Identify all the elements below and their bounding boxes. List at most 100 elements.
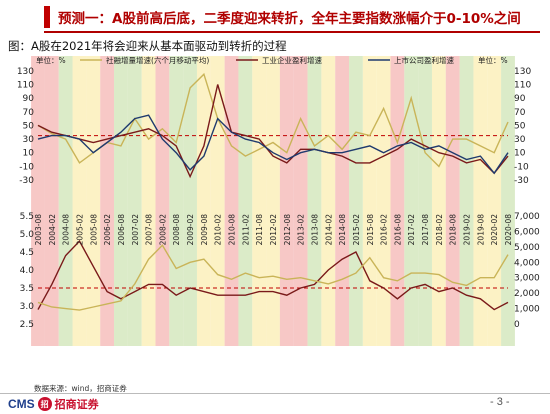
regime-band bbox=[349, 56, 363, 346]
legend-label: 工业企业盈利增速 bbox=[262, 55, 322, 65]
data-source: 数据来源：wind，招商证券 bbox=[34, 384, 127, 393]
y-tick-label-left: -30 bbox=[19, 176, 34, 186]
x-tick-label-mid: 2005-02 bbox=[76, 214, 85, 246]
cms-logo: CMS 招 招商证券 bbox=[8, 395, 99, 413]
x-tick-label-mid: 2015-02 bbox=[352, 214, 361, 246]
y-tick-label-left: 70 bbox=[23, 108, 35, 118]
y-tick-label-right: 1,000 bbox=[514, 305, 540, 315]
y-tick-label-right: 7,000 bbox=[514, 212, 540, 222]
x-tick-label-mid: 2009-08 bbox=[200, 214, 209, 246]
x-tick-label-mid: 2004-02 bbox=[48, 214, 57, 246]
x-tick-label-mid: 2016-08 bbox=[393, 214, 402, 246]
y-tick-label-left: 3.0 bbox=[20, 302, 35, 312]
regime-band bbox=[58, 56, 73, 346]
regime-band bbox=[196, 56, 211, 346]
x-tick-label-mid: 2011-08 bbox=[255, 214, 264, 246]
regime-band bbox=[266, 56, 280, 346]
regime-band bbox=[252, 56, 267, 346]
regime-band bbox=[183, 56, 197, 346]
slide-title: 预测一：A股前高后底，二季度迎来转折，全年主要指数涨幅介于0-10%之间 bbox=[58, 11, 521, 27]
x-tick-label-mid: 2004-08 bbox=[62, 214, 71, 246]
regime-band bbox=[390, 56, 405, 346]
regime-band bbox=[224, 56, 239, 346]
y-tick-label-right: 5,000 bbox=[514, 243, 540, 253]
x-tick-label-mid: 2015-08 bbox=[366, 214, 375, 246]
x-tick-label-mid: 2013-02 bbox=[297, 214, 306, 246]
x-tick-label-mid: 2017-08 bbox=[421, 214, 430, 246]
y-unit-right: 单位：% bbox=[478, 55, 508, 65]
y-tick-label-left: 2.5 bbox=[20, 320, 34, 330]
y-unit-left: 单位：% bbox=[36, 55, 66, 65]
regime-band bbox=[473, 56, 488, 346]
regime-band bbox=[141, 56, 156, 346]
logo-text-en: CMS bbox=[8, 397, 35, 411]
x-tick-label-mid: 2007-02 bbox=[131, 214, 140, 246]
x-tick-label-mid: 2008-02 bbox=[158, 214, 167, 246]
y-tick-label-left: 5.0 bbox=[20, 230, 35, 240]
chart-area: -30 -10 10 30 50 70 90 110 130 -30 -10 10 30 50 70 90 11… bbox=[17, 55, 540, 382]
x-tick-label-mid: 2007-08 bbox=[145, 214, 154, 246]
x-tick-label-mid: 2008-08 bbox=[172, 214, 181, 246]
title-bar: 预测一：A股前高后底，二季度迎来转折，全年主要指数涨幅介于0-10%之间 bbox=[0, 0, 550, 34]
regime-band bbox=[459, 56, 474, 346]
regime-band bbox=[376, 56, 391, 346]
regime-band bbox=[307, 56, 322, 346]
legend-label: 上市公司盈利增速 bbox=[394, 55, 454, 65]
regime-band bbox=[72, 56, 87, 346]
x-tick-label-mid: 2014-08 bbox=[338, 214, 347, 246]
x-tick-label-mid: 2010-08 bbox=[228, 214, 237, 246]
x-tick-label-mid: 2020-08 bbox=[504, 214, 513, 246]
y-tick-label-right: 30 bbox=[514, 135, 526, 145]
regime-band bbox=[445, 56, 460, 346]
logo-text-cn: 招商证券 bbox=[54, 398, 99, 411]
y-tick-label-right: 10 bbox=[514, 149, 526, 159]
y-tick-label-left: 90 bbox=[23, 94, 35, 104]
y-tick-label-right: -10 bbox=[514, 162, 529, 172]
regime-band bbox=[362, 56, 377, 346]
x-tick-label-mid: 2013-08 bbox=[311, 214, 320, 246]
x-tick-label-mid: 2012-08 bbox=[283, 214, 292, 246]
regime-band bbox=[169, 56, 184, 346]
x-tick-label-mid: 2014-02 bbox=[324, 214, 333, 246]
regime-band bbox=[44, 56, 59, 346]
regime-band bbox=[100, 56, 115, 346]
regime-band bbox=[31, 56, 45, 346]
footer-rule bbox=[0, 393, 550, 394]
x-tick-label-mid: 2016-02 bbox=[380, 214, 389, 246]
y-tick-label-right: 90 bbox=[514, 94, 526, 104]
y-tick-label-right: 0 bbox=[514, 320, 520, 330]
regime-band bbox=[487, 56, 502, 346]
y-tick-label-left: 3.5 bbox=[20, 284, 34, 294]
x-tick-label-mid: 2018-02 bbox=[435, 214, 444, 246]
x-tick-label-mid: 2017-02 bbox=[407, 214, 416, 246]
x-tick-label-mid: 2018-08 bbox=[449, 214, 458, 246]
y-tick-label-left: -10 bbox=[19, 162, 34, 172]
regime-band bbox=[293, 56, 308, 346]
regime-band bbox=[418, 56, 432, 346]
legend-label: 社融增量增速(六个月移动平均) bbox=[106, 55, 209, 65]
y-tick-label-right: 4,000 bbox=[514, 258, 540, 268]
title-accent-bar bbox=[44, 6, 50, 28]
regime-band bbox=[86, 56, 101, 346]
regime-band bbox=[431, 56, 446, 346]
y-tick-label-left: 10 bbox=[23, 149, 35, 159]
y-tick-label-right: 70 bbox=[514, 108, 526, 118]
y-tick-label-left: 4.0 bbox=[20, 266, 35, 276]
x-tick-label-mid: 2009-02 bbox=[186, 214, 195, 246]
regime-band bbox=[155, 56, 170, 346]
x-tick-label-mid: 2019-08 bbox=[476, 214, 485, 246]
x-tick-label-mid: 2010-02 bbox=[214, 214, 223, 246]
y-tick-label-left: 5.5 bbox=[20, 212, 34, 222]
logo-mark-icon: 招 bbox=[37, 397, 52, 411]
x-tick-label-mid: 2020-02 bbox=[490, 214, 499, 246]
y-tick-label-right: 6,000 bbox=[514, 227, 540, 237]
y-tick-label-right: 50 bbox=[514, 121, 526, 131]
lower-series-line bbox=[37, 240, 509, 311]
figure-caption: 图：A股在2021年将会迎来从基本面驱动到转折的过程 bbox=[8, 39, 287, 53]
y-tick-label-left: 50 bbox=[23, 121, 35, 131]
regime-band bbox=[127, 56, 142, 346]
y-tick-label-right: 2,000 bbox=[514, 289, 540, 299]
x-tick-label-mid: 2006-08 bbox=[117, 214, 126, 246]
y-tick-label-right: -30 bbox=[514, 176, 529, 186]
x-tick-label-mid: 2005-08 bbox=[89, 214, 98, 246]
